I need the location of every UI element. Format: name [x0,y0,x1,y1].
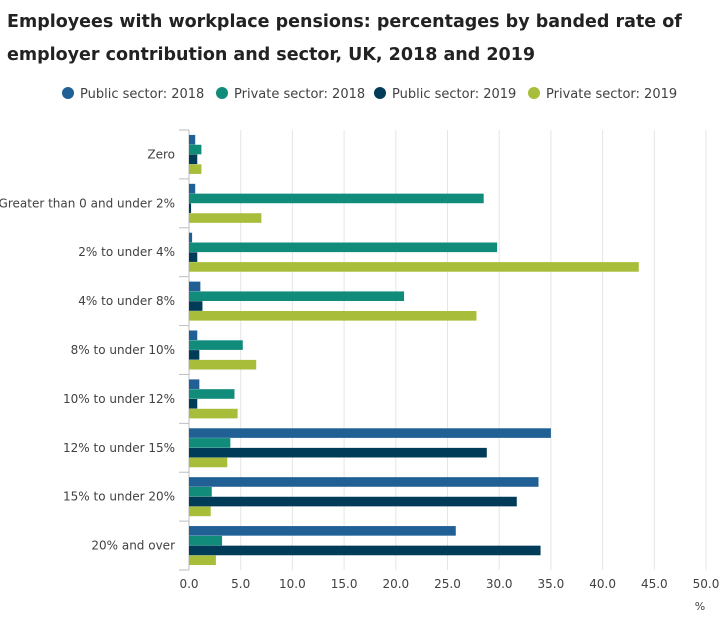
bar-public-sector-2018-greater-than-0-and-under-2 [189,183,196,194]
bar-public-sector-2019-12-to-under-15 [189,447,487,458]
bar-private-sector-2019-zero [189,164,202,174]
bar-private-sector-2019-4-to-under-8 [189,311,477,321]
bar-public-sector-2018-8-to-under-10 [189,330,198,341]
bar-public-sector-2019-10-to-under-12 [189,398,198,409]
category-label-4-to-under-8: 4% to under 8% [78,294,175,308]
bar-public-sector-2019-15-to-under-20 [189,496,517,507]
bar-private-sector-2019-2-to-under-4 [189,262,639,272]
legend-marker-private-sector-2018 [216,87,228,99]
x-tick-label: 45.0 [641,577,668,591]
x-axis-unit: % [695,600,705,613]
bar-public-sector-2018-zero [189,134,196,145]
bar-private-sector-2019-10-to-under-12 [189,408,238,419]
bar-private-sector-2018-4-to-under-8 [189,291,405,302]
legend-marker-public-sector-2019 [374,87,386,99]
legend-label-public-sector-2019: Public sector: 2019 [392,87,516,102]
category-label-8-to-under-10: 8% to under 10% [71,343,175,357]
x-tick-label: 5.0 [231,577,250,591]
bar-private-sector-2018-2-to-under-4 [189,242,498,253]
bar-public-sector-2019-8-to-under-10 [189,350,200,360]
bar-public-sector-2019-greater-than-0-and-under-2 [189,203,192,214]
category-label-zero: Zero [147,147,175,161]
bar-public-sector-2019-20-and-over [189,545,541,556]
category-labels: Zero Greater than 0 and under 2% 2% to und… [0,147,175,552]
bar-private-sector-2018-15-to-under-20 [189,486,212,497]
bar-private-sector-2018-zero [189,144,202,155]
x-tick-label: 30.0 [486,577,513,591]
bar-public-sector-2018-12-to-under-15 [189,428,551,438]
bar-public-sector-2019-zero [189,154,198,165]
category-label-10-to-under-12: 10% to under 12% [63,392,175,406]
bar-private-sector-2018-10-to-under-12 [189,389,235,399]
legend-marker-public-sector-2018 [62,87,74,99]
x-tick-label: 50.0 [693,577,720,591]
legend: Public sector: 2018 Private sector: 2018 P… [62,87,677,102]
x-tick-label: 35.0 [538,577,565,591]
bar-public-sector-2018-10-to-under-12 [189,379,200,389]
chart-title: Employees with workplace pensions: perce… [7,12,682,65]
gridlines [179,129,707,571]
x-tick-label: 15.0 [331,577,358,591]
category-label-12-to-under-15: 12% to under 15% [63,441,175,455]
legend-marker-private-sector-2019 [528,87,540,99]
bars [189,134,639,566]
bar-public-sector-2018-4-to-under-8 [189,281,201,292]
bar-private-sector-2018-8-to-under-10 [189,340,243,350]
bar-private-sector-2019-12-to-under-15 [189,457,228,468]
bar-private-sector-2019-20-and-over [189,555,216,566]
bar-public-sector-2018-20-and-over [189,526,456,536]
x-tick-label: 25.0 [434,577,461,591]
category-label-20-and-over: 20% and over [91,539,175,553]
bar-private-sector-2018-20-and-over [189,535,223,546]
bar-public-sector-2019-2-to-under-4 [189,252,198,262]
legend-label-public-sector-2018: Public sector: 2018 [80,87,204,102]
bar-public-sector-2018-2-to-under-4 [189,232,193,243]
bar-private-sector-2019-15-to-under-20 [189,506,211,517]
category-label-greater-than-0-and-under-2: Greater than 0 and under 2% [0,196,175,210]
category-label-15-to-under-20: 15% to under 20% [63,490,175,504]
x-tick-label: 10.0 [279,577,306,591]
category-label-2-to-under-4: 2% to under 4% [78,245,175,259]
x-axis-ticks: 0.0 5.0 10.0 15.0 20.0 25.0 30.0 35.0 40.0 45.0 50… [179,577,719,591]
bar-private-sector-2018-12-to-under-15 [189,438,231,448]
legend-label-private-sector-2018: Private sector: 2018 [234,87,365,102]
bar-private-sector-2019-8-to-under-10 [189,359,257,370]
bar-public-sector-2018-15-to-under-20 [189,477,539,487]
legend-label-private-sector-2019: Private sector: 2019 [546,87,677,102]
bar-private-sector-2019-greater-than-0-and-under-2 [189,213,262,223]
bar-public-sector-2019-4-to-under-8 [189,301,203,311]
x-tick-label: 20.0 [382,577,409,591]
bar-private-sector-2018-greater-than-0-and-under-2 [189,193,484,204]
x-tick-label: 40.0 [589,577,616,591]
x-tick-label: 0.0 [179,577,198,591]
